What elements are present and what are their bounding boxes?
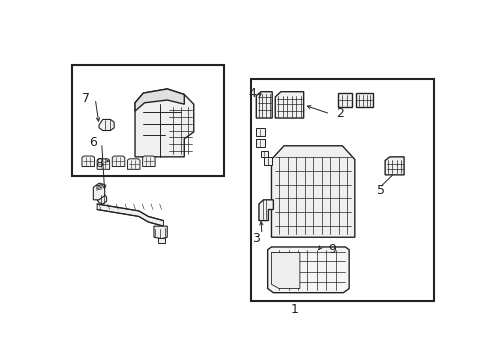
Polygon shape xyxy=(97,204,163,226)
Polygon shape xyxy=(97,194,106,204)
Polygon shape xyxy=(158,238,165,243)
Text: 3: 3 xyxy=(252,232,260,245)
Polygon shape xyxy=(337,93,351,107)
Polygon shape xyxy=(261,151,267,157)
Polygon shape xyxy=(127,159,140,169)
Polygon shape xyxy=(97,159,109,169)
Polygon shape xyxy=(271,146,354,237)
Polygon shape xyxy=(256,128,264,136)
Text: 9: 9 xyxy=(327,243,335,256)
Text: 8: 8 xyxy=(95,157,103,170)
Polygon shape xyxy=(99,120,114,131)
Polygon shape xyxy=(256,139,264,147)
Polygon shape xyxy=(112,156,124,167)
Bar xyxy=(72,66,224,176)
Polygon shape xyxy=(256,92,272,118)
Text: 4: 4 xyxy=(248,87,256,100)
Polygon shape xyxy=(154,226,167,239)
Text: 2: 2 xyxy=(335,107,343,120)
Polygon shape xyxy=(82,156,94,167)
Polygon shape xyxy=(93,183,104,200)
Text: 6: 6 xyxy=(89,136,97,149)
Polygon shape xyxy=(259,200,273,221)
Polygon shape xyxy=(271,252,299,288)
Bar xyxy=(250,79,433,301)
Polygon shape xyxy=(142,156,155,167)
Text: 7: 7 xyxy=(81,92,90,105)
Bar xyxy=(264,157,272,165)
Text: 1: 1 xyxy=(290,303,298,316)
Polygon shape xyxy=(135,89,193,157)
Polygon shape xyxy=(385,157,403,175)
Polygon shape xyxy=(355,93,372,107)
Text: 5: 5 xyxy=(377,184,385,197)
Polygon shape xyxy=(267,247,348,293)
Polygon shape xyxy=(275,92,303,118)
Polygon shape xyxy=(135,89,184,111)
